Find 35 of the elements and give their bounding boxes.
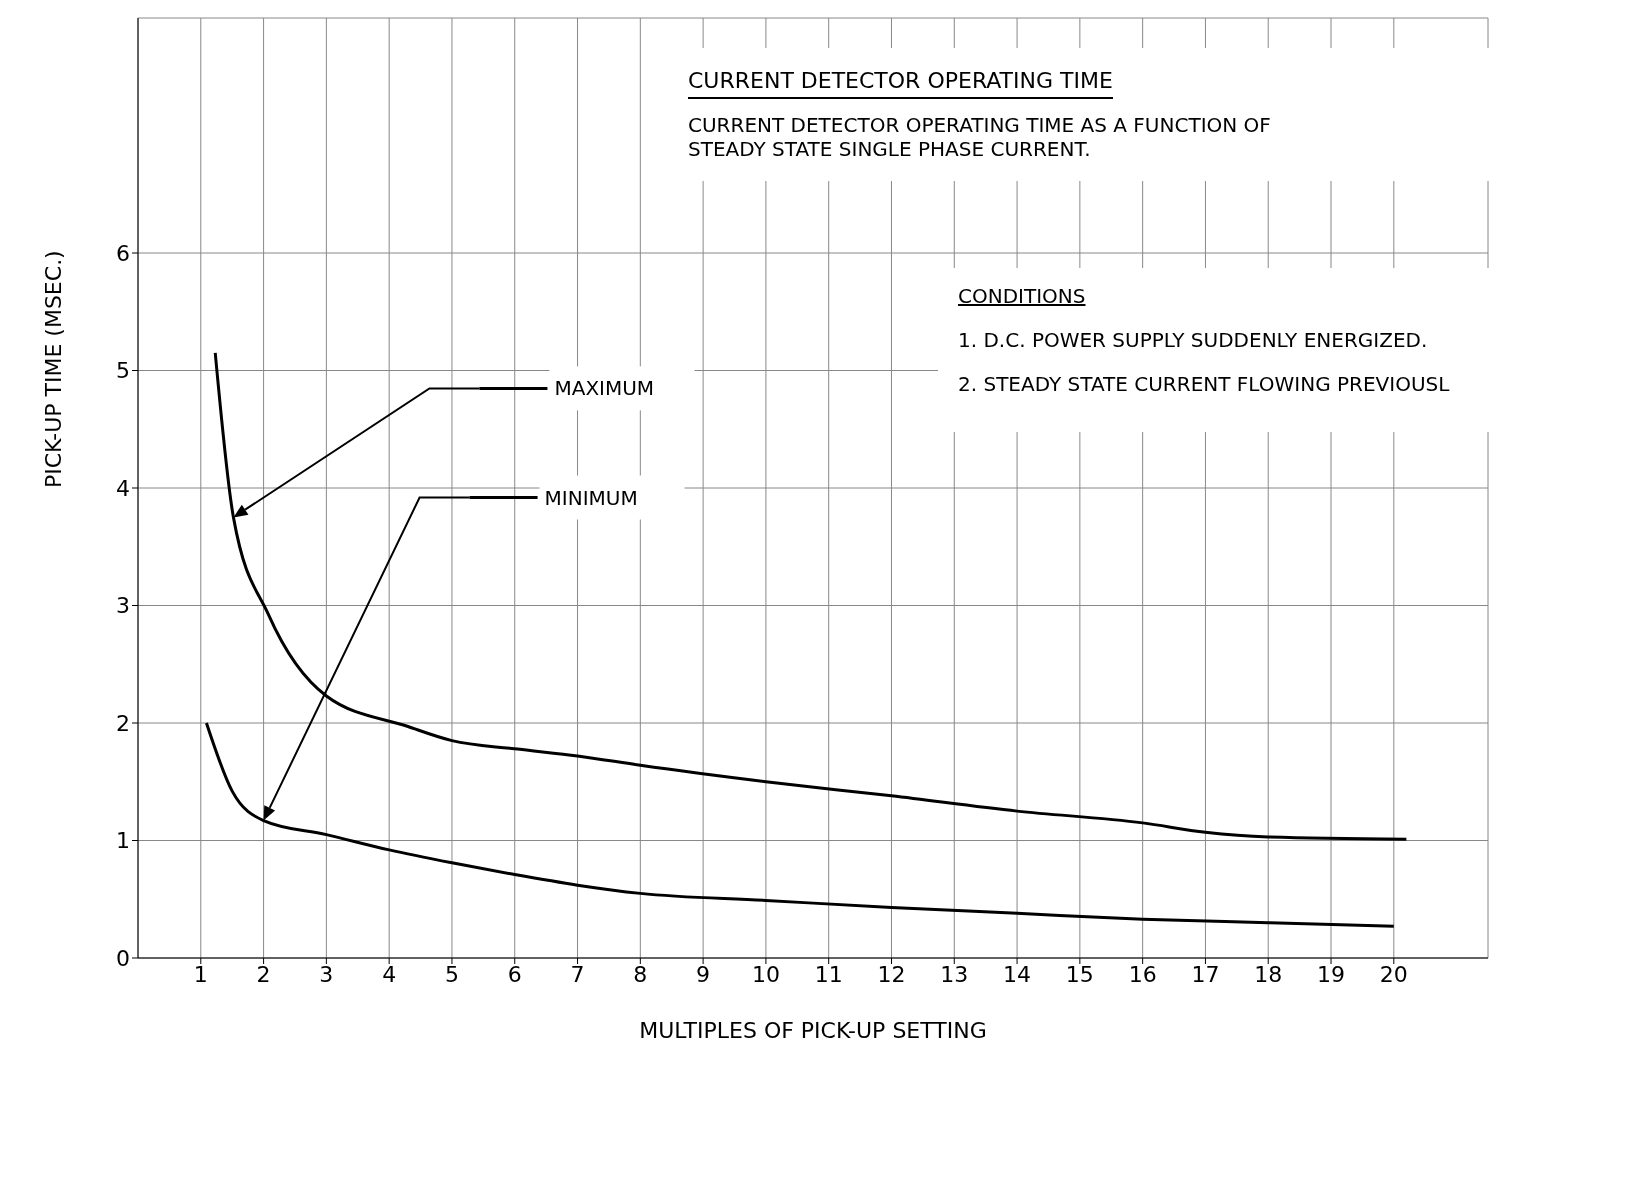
x-tick-label: 4 [382, 961, 397, 987]
y-axis-title: PICK-UP TIME (MSEC.) [40, 250, 66, 488]
x-tick-label: 12 [877, 961, 906, 987]
x-tick-label: 19 [1317, 961, 1346, 987]
x-tick-label: 7 [570, 961, 585, 987]
x-tick-label: 14 [1003, 961, 1032, 987]
annotation: 1. D.C. POWER SUPPLY SUDDENLY ENERGIZED. [958, 328, 1429, 352]
x-tick-label: 20 [1379, 961, 1408, 987]
y-tick-label: 0 [116, 945, 130, 971]
x-axis-title: MULTIPLES OF PICK-UP SETTING [639, 1018, 987, 1043]
annotation: 2. STEADY STATE CURRENT FLOWING PREVIOUSL [958, 372, 1451, 396]
x-tick-label: 17 [1191, 961, 1220, 987]
x-tick-label: 15 [1065, 961, 1094, 987]
annotation: CONDITIONS [958, 284, 1087, 308]
y-tick-label: 3 [116, 593, 130, 619]
x-tick-label: 6 [507, 961, 522, 987]
legend-label: MAXIMUM [554, 376, 655, 401]
y-tick-label: 5 [116, 358, 130, 384]
x-tick-label: 1 [193, 961, 208, 987]
x-tick-label: 18 [1254, 961, 1283, 987]
x-tick-label: 5 [444, 961, 459, 987]
y-tick-label: 4 [116, 475, 130, 501]
y-tick-label: 1 [116, 828, 130, 854]
x-tick-label: 11 [814, 961, 843, 987]
y-tick-label: 2 [116, 710, 130, 736]
y-tick-label: 6 [116, 240, 130, 266]
x-tick-label: 2 [256, 961, 271, 987]
x-tick-label: 8 [633, 961, 648, 987]
x-tick-label: 3 [319, 961, 334, 987]
x-tick-label: 16 [1128, 961, 1157, 987]
x-tick-label: 10 [751, 961, 780, 987]
legend-label: MINIMUM [544, 485, 638, 510]
x-tick-label: 9 [696, 961, 711, 987]
line-series [204, 721, 1396, 928]
x-tick-label: 13 [940, 961, 969, 987]
